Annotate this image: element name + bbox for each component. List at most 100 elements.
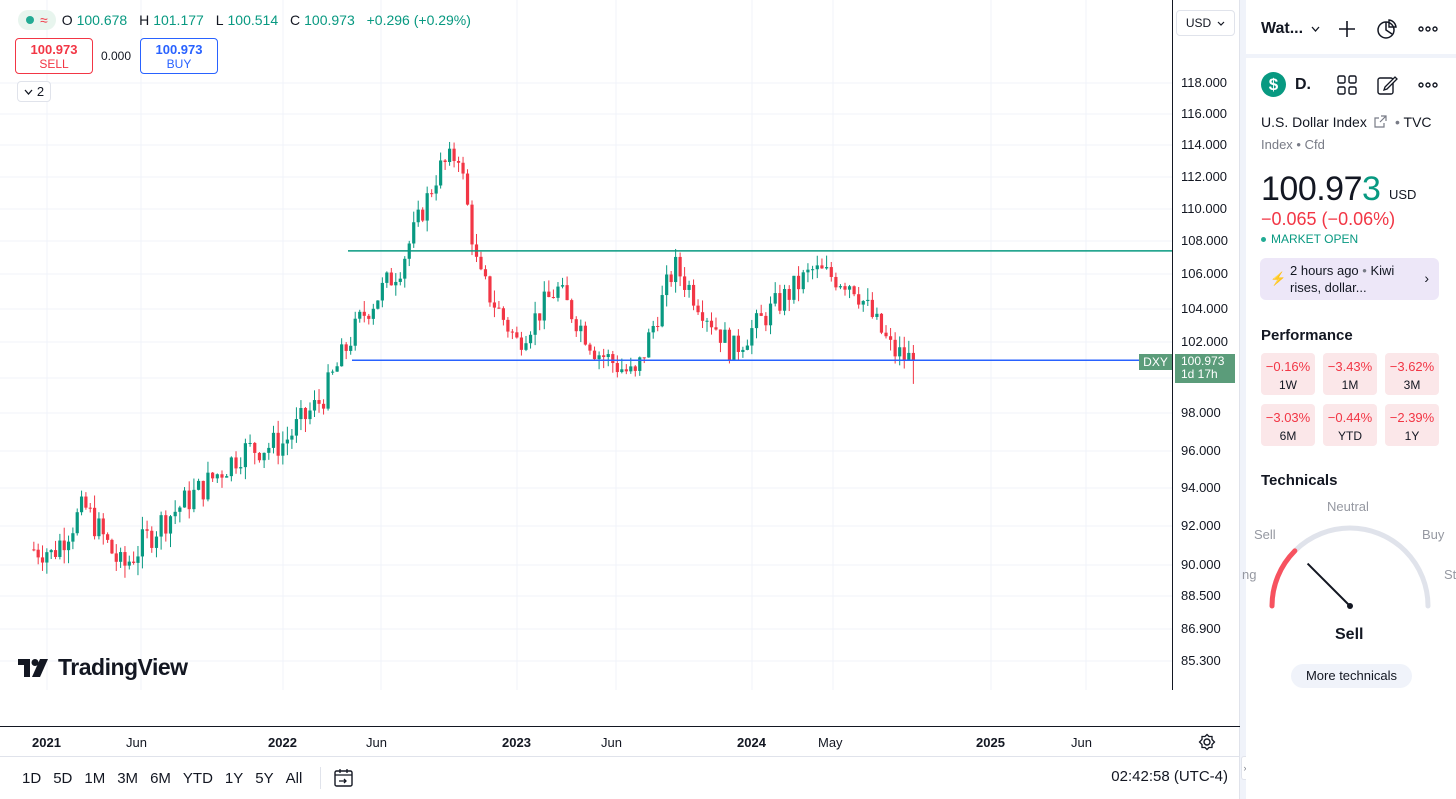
performance-cell-6m[interactable]: −3.03% 6M	[1261, 404, 1315, 446]
performance-cell-ytd[interactable]: −0.44% YTD	[1323, 404, 1377, 446]
candle-body	[551, 297, 556, 299]
watchlist-title-button[interactable]: Wat...	[1261, 20, 1320, 38]
price-currency: USD	[1389, 187, 1417, 202]
chevron-right-icon: ›	[1424, 270, 1429, 286]
price-main: 100.97	[1261, 170, 1363, 208]
performance-title: Performance	[1261, 327, 1353, 344]
candle	[234, 451, 238, 474]
range-button-5d[interactable]: 5D	[53, 769, 73, 787]
candle	[583, 321, 587, 346]
candle-body	[687, 284, 691, 290]
performance-value: −0.16%	[1265, 359, 1311, 374]
ohlc-change: +0.296 (+0.29%)	[366, 12, 471, 28]
buy-button[interactable]: 100.973 BUY	[140, 38, 218, 74]
gauge-strong-buy-label: St	[1444, 567, 1456, 582]
performance-cell-3m[interactable]: −3.62% 3M	[1385, 353, 1439, 395]
bar-countdown: 1d 17h	[1181, 367, 1218, 381]
buy-price: 100.973	[155, 42, 203, 57]
more-technicals-button[interactable]: More technicals	[1291, 664, 1412, 688]
watermark-text: TradingView	[58, 654, 188, 680]
candle	[852, 285, 856, 297]
range-button-3m[interactable]: 3M	[117, 769, 139, 787]
candle	[714, 317, 718, 331]
symbol-full-name[interactable]: U.S. Dollar Index	[1261, 114, 1387, 130]
chart-settings-icon[interactable]	[1197, 732, 1217, 752]
candle-body	[114, 553, 118, 562]
candle	[815, 255, 819, 279]
candle-body	[105, 534, 110, 540]
candle-body	[624, 369, 628, 372]
candle	[215, 473, 219, 483]
ohlc-high-label: H	[139, 12, 150, 28]
candle	[656, 316, 660, 332]
candle	[389, 268, 393, 286]
price-scale-border	[1172, 0, 1173, 690]
candle-body	[696, 305, 700, 313]
candle-body	[380, 282, 384, 301]
candle-body	[911, 352, 915, 361]
edit-note-icon[interactable]	[1375, 73, 1399, 97]
candle-body	[225, 476, 229, 478]
candle-body	[884, 332, 888, 337]
chart-plot-area[interactable]	[0, 0, 1172, 690]
candle-body	[132, 561, 136, 563]
add-symbol-icon[interactable]	[1335, 17, 1359, 41]
performance-cell-1y[interactable]: −2.39% 1Y	[1385, 404, 1439, 446]
indicators-collapse-button[interactable]: 2	[17, 81, 51, 102]
time-scale[interactable]: 2021 Jun 2022 Jun 2023 Jun 2024 May 2025 Jun	[0, 726, 1240, 756]
candle-body	[317, 400, 321, 404]
symbol-short-name[interactable]: D.	[1295, 76, 1311, 93]
candle-body	[533, 313, 537, 335]
range-button-1d[interactable]: 1D	[22, 769, 42, 787]
performance-cell-1w[interactable]: −0.16% 1W	[1261, 353, 1315, 395]
time-scale-label: Jun	[366, 735, 387, 750]
candle-body	[389, 272, 393, 286]
candle	[736, 329, 740, 360]
candle	[225, 473, 229, 478]
candle	[173, 500, 177, 525]
chart-pane[interactable]: ≈ O 100.678 H 101.177 L 100.514 C 100.973 +0…	[0, 0, 1240, 799]
performance-period: YTD	[1338, 429, 1362, 443]
candle	[691, 279, 696, 311]
market-status-pill[interactable]: ≈	[18, 10, 56, 30]
range-button-all[interactable]: All	[285, 769, 303, 787]
time-scale-label: 2024	[737, 735, 766, 750]
range-button-1y[interactable]: 1Y	[224, 769, 244, 787]
more-options-icon[interactable]	[1416, 17, 1440, 41]
ohlc-low-value: 100.514	[227, 12, 279, 28]
candle-body	[290, 435, 294, 440]
news-headline-card[interactable]: ⚡ 2 hours ago • Kiwi rises, dollar... ›	[1260, 258, 1439, 300]
performance-cell-1m[interactable]: −3.43% 1M	[1323, 353, 1377, 395]
candle-body	[439, 160, 443, 186]
candle-body	[326, 372, 330, 409]
news-headline-continued: rises, dollar...	[1290, 280, 1367, 295]
performance-period: 1M	[1341, 378, 1359, 392]
candle	[164, 510, 168, 542]
sell-button[interactable]: 100.973 SELL	[15, 38, 93, 74]
range-button-5y[interactable]: 5Y	[255, 769, 274, 787]
ohlc-close-value: 100.973	[304, 12, 355, 28]
candlestick-chart[interactable]	[0, 0, 1172, 690]
candle-body	[229, 457, 233, 477]
currency-select[interactable]: USD	[1176, 10, 1235, 36]
candle-body	[556, 286, 560, 298]
range-button-1m[interactable]: 1M	[84, 769, 106, 787]
candle	[281, 431, 285, 465]
candle	[611, 350, 615, 373]
candle	[745, 339, 749, 351]
grid-layout-icon[interactable]	[1335, 73, 1359, 97]
gauge-sell-label: Sell	[1254, 527, 1276, 542]
candle-body	[248, 442, 252, 444]
symbol-name-text: U.S. Dollar Index	[1261, 114, 1367, 130]
tradingview-watermark[interactable]: TradingView	[18, 654, 188, 681]
range-button-6m[interactable]: 6M	[150, 769, 171, 787]
more-options-icon[interactable]	[1416, 73, 1440, 97]
candle-body	[403, 258, 407, 279]
range-button-ytd[interactable]: YTD	[182, 769, 213, 787]
candle-body	[714, 327, 718, 330]
pie-chart-icon[interactable]	[1375, 17, 1399, 41]
candle-body	[36, 549, 40, 558]
candle	[398, 272, 402, 286]
go-to-date-icon[interactable]	[333, 767, 355, 789]
timezone-clock[interactable]: 02:42:58 (UTC-4)	[1111, 768, 1228, 785]
